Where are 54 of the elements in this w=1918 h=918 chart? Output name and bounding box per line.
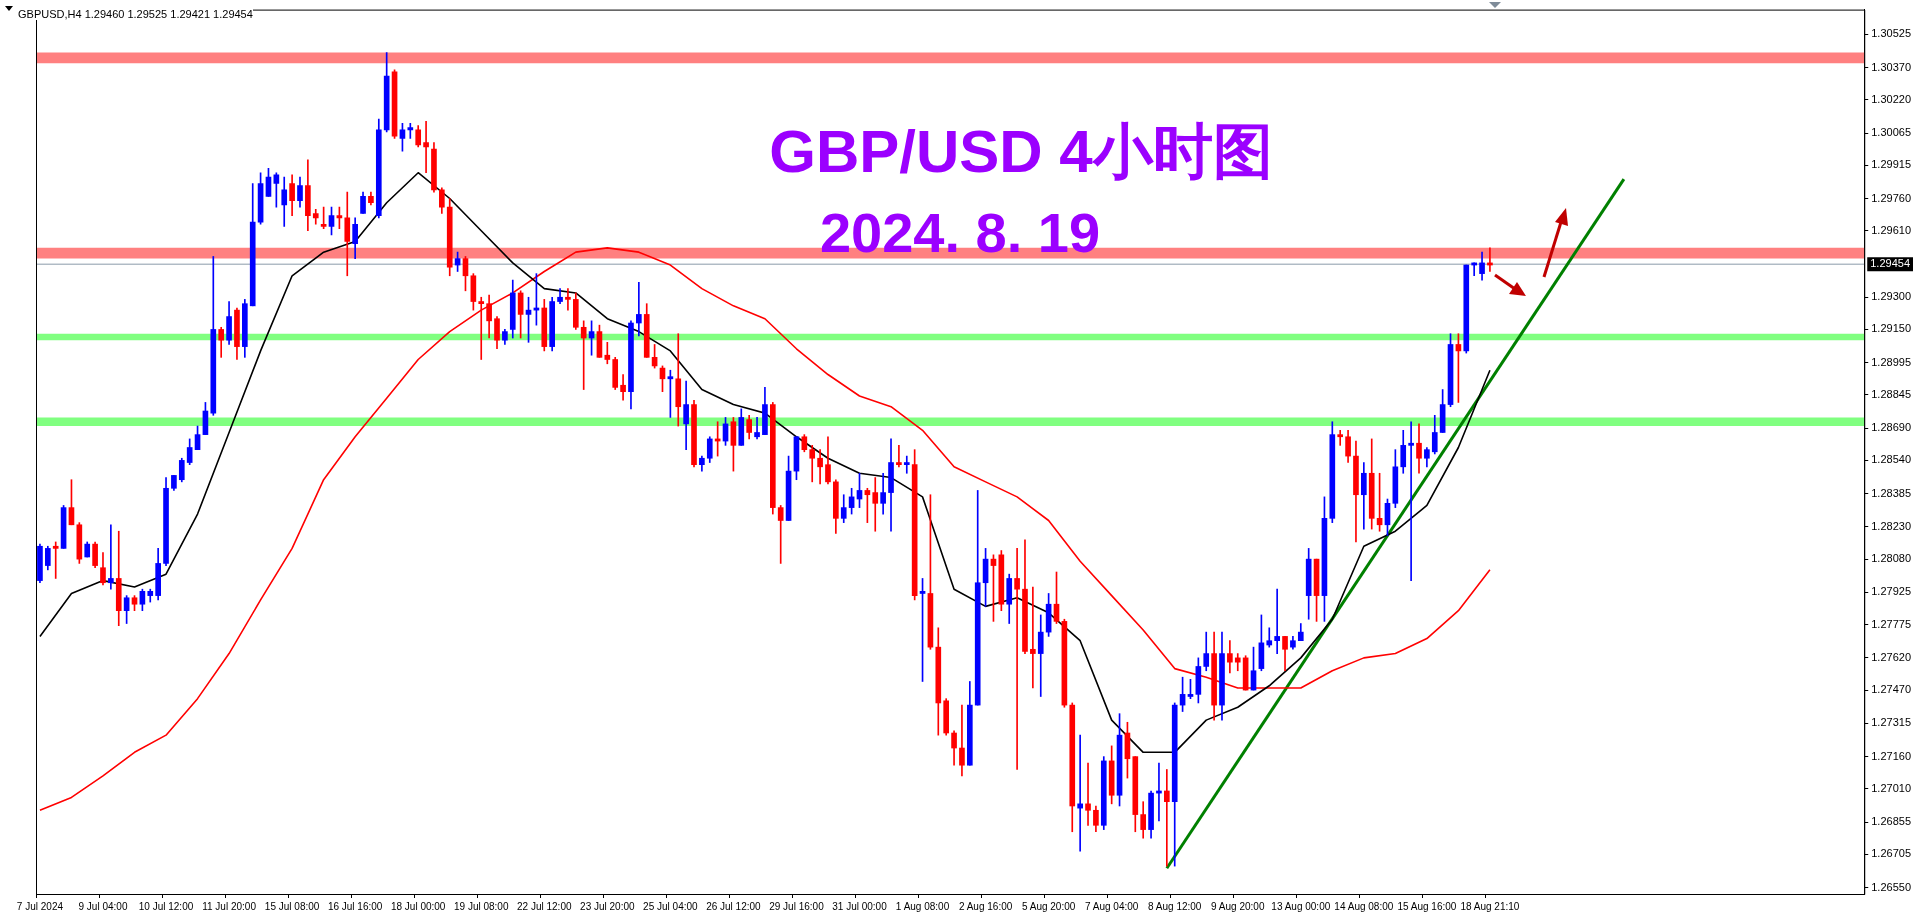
y-tick-label: 1.27010 [1871, 781, 1911, 794]
x-tick-label: 29 Jul 16:00 [769, 900, 825, 912]
x-tick-label: 13 Aug 00:00 [1271, 900, 1331, 912]
annotation: GBPUSD,H4 1.29460 1.29525 1.29421 1.29454 [18, 8, 253, 20]
x-tick-label: 7 Aug 04:00 [1084, 900, 1139, 912]
y-tick-label: 1.27620 [1871, 650, 1911, 663]
y-tick-label: 1.28690 [1871, 421, 1911, 434]
y-tick-label: 1.27315 [1871, 716, 1911, 729]
x-tick-label: 5 Aug 20:00 [1021, 900, 1076, 912]
x-tick-label: 31 Jul 00:00 [832, 900, 888, 912]
y-tick-label: 1.30065 [1871, 126, 1911, 139]
x-tick-label: 7 Jul 2024 [16, 900, 64, 912]
x-tick-label: 18 Aug 21:10 [1460, 900, 1520, 912]
y-tick-label: 1.30220 [1871, 92, 1911, 105]
x-tick-label: 8 Aug 12:00 [1148, 900, 1202, 912]
y-tick-label: 1.30370 [1871, 60, 1911, 73]
x-tick-label: 15 Jul 08:00 [264, 900, 320, 912]
x-tick-label: 18 Jul 00:00 [390, 900, 446, 912]
y-tick-label: 1.29150 [1871, 322, 1911, 335]
x-tick-label: 14 Aug 08:00 [1334, 900, 1394, 912]
text: 2024. 8. 19 [819, 200, 1101, 265]
y-tick-label: 1.28080 [1871, 552, 1911, 565]
ref-line-label: 1.29454 [1870, 257, 1910, 270]
x-tick-label: 26 Jul 12:00 [706, 900, 762, 912]
y-tick-label: 1.30525 [1871, 27, 1911, 40]
y-tick-label: 1.28230 [1871, 519, 1911, 532]
y-tick-label: 1.28995 [1871, 355, 1911, 368]
y-tick-label: 1.26855 [1871, 815, 1911, 828]
x-tick-label: 2 Aug 16:00 [958, 900, 1013, 912]
y-tick-label: 1.28385 [1871, 486, 1911, 499]
y-tick-label: 1.29300 [1871, 290, 1911, 303]
text: GBP/USD 4小时图 [769, 117, 1273, 187]
y-tick-label: 1.27925 [1871, 585, 1911, 598]
y-tick-label: 1.27470 [1871, 683, 1911, 696]
x-tick-label: 22 Jul 12:00 [517, 900, 572, 912]
y-tick-label: 1.28540 [1871, 453, 1911, 466]
x-tick-label: 1 Aug 08:00 [895, 900, 950, 912]
x-tick-label: 16 Jul 16:00 [327, 900, 383, 912]
x-tick-label: 25 Jul 04:00 [643, 900, 699, 912]
x-tick-label: 9 Jul 04:00 [78, 900, 128, 912]
y-tick-label: 1.29610 [1871, 223, 1911, 236]
y-tick-label: 1.26550 [1871, 880, 1911, 893]
y-tick-label: 1.27160 [1871, 749, 1911, 762]
y-tick-label: 1.28845 [1871, 387, 1911, 400]
y-tick-label: 1.27775 [1871, 617, 1911, 630]
x-tick-label: 9 Aug 20:00 [1211, 900, 1265, 912]
x-tick-label: 19 Jul 08:00 [453, 900, 509, 912]
y-tick-label: 1.29915 [1871, 158, 1911, 171]
y-tick-label: 1.26705 [1871, 847, 1911, 860]
y-tick-label: 1.29760 [1871, 191, 1911, 204]
x-tick-label: 10 Jul 12:00 [138, 900, 194, 912]
x-tick-label: 23 Jul 20:00 [580, 900, 635, 912]
x-tick-label: 15 Aug 16:00 [1397, 900, 1457, 912]
x-tick-label: 11 Jul 20:00 [202, 900, 257, 912]
